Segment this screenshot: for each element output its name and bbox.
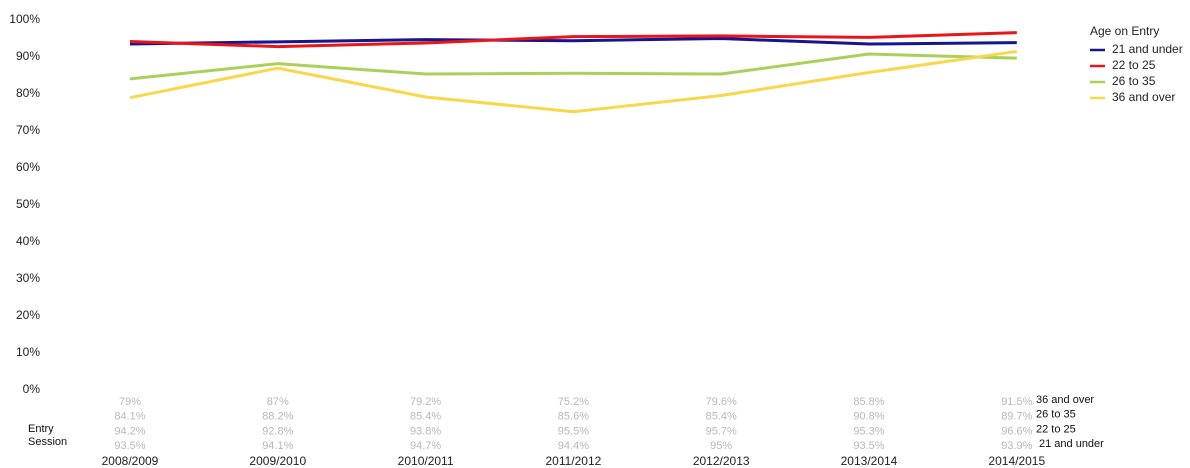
value-label: 95.7% — [706, 425, 737, 437]
value-label: 85.4% — [410, 411, 441, 423]
row-label: 36 and over — [1036, 394, 1094, 406]
legend-label: 21 and under — [1112, 42, 1183, 56]
y-tick-label: 40% — [16, 234, 40, 248]
row-label: 21 and under — [1039, 438, 1104, 450]
x-tick-label: 2011/2012 — [545, 454, 601, 468]
value-label: 95.5% — [558, 425, 589, 437]
value-label: 95% — [710, 440, 732, 452]
x-tick-label: 2014/2015 — [988, 454, 1045, 468]
row-label: 22 to 25 — [1036, 423, 1076, 435]
series-line — [129, 52, 1017, 81]
x-tick-label: 2013/2014 — [841, 454, 898, 468]
value-label: 90.8% — [853, 411, 884, 423]
x-axis-label: Entry Session — [28, 423, 68, 448]
y-tick-label: 70% — [16, 123, 40, 137]
series-line — [129, 36, 1017, 46]
value-label: 85.4% — [706, 411, 737, 423]
series-line — [129, 31, 1017, 49]
value-label: 94.4% — [558, 440, 589, 452]
value-label: 87% — [267, 396, 289, 408]
value-label: 94.1% — [262, 440, 293, 452]
x-tick-label: 2012/2013 — [693, 454, 750, 468]
value-label: 75.2% — [558, 396, 589, 408]
value-label: 85.8% — [853, 396, 884, 408]
legend-label: 26 to 35 — [1112, 74, 1156, 88]
value-label: 79.2% — [410, 396, 441, 408]
legend-label: 22 to 25 — [1112, 58, 1156, 72]
value-label: 93.5% — [114, 440, 145, 452]
y-tick-label: 10% — [16, 345, 40, 359]
value-label: 84.1% — [114, 411, 145, 423]
value-label: 94.2% — [114, 425, 145, 437]
value-label: 85.6% — [558, 411, 589, 423]
y-tick-label: 20% — [16, 308, 40, 322]
value-label: 93.8% — [410, 425, 441, 437]
x-tick-label: 2010/2011 — [398, 454, 454, 468]
value-label: 91.5% — [1001, 396, 1032, 408]
value-label: 88.2% — [262, 411, 293, 423]
y-tick-label: 100% — [9, 12, 40, 26]
value-label: 94.7% — [410, 440, 441, 452]
y-tick-label: 0% — [23, 382, 41, 396]
x-tick-label: 2009/2010 — [249, 454, 306, 468]
value-label: 93.5% — [853, 440, 884, 452]
value-label: 96.6% — [1001, 425, 1032, 437]
y-tick-label: 60% — [16, 160, 40, 174]
legend-label: 36 and over — [1112, 90, 1175, 104]
value-label: 95.3% — [853, 425, 884, 437]
y-tick-label: 90% — [16, 49, 40, 63]
y-tick-label: 80% — [16, 86, 40, 100]
legend-title: Age on Entry — [1090, 24, 1159, 38]
x-tick-label: 2008/2009 — [102, 454, 159, 468]
value-label: 93.9% — [1001, 440, 1032, 452]
series-line — [129, 49, 1018, 114]
value-label: 89.7% — [1001, 411, 1032, 423]
value-label: 79% — [119, 396, 141, 408]
y-tick-label: 50% — [16, 197, 40, 211]
value-label: 79.6% — [706, 396, 737, 408]
value-label: 92.8% — [262, 425, 293, 437]
row-label: 26 to 35 — [1036, 409, 1076, 421]
y-tick-label: 30% — [16, 271, 40, 285]
